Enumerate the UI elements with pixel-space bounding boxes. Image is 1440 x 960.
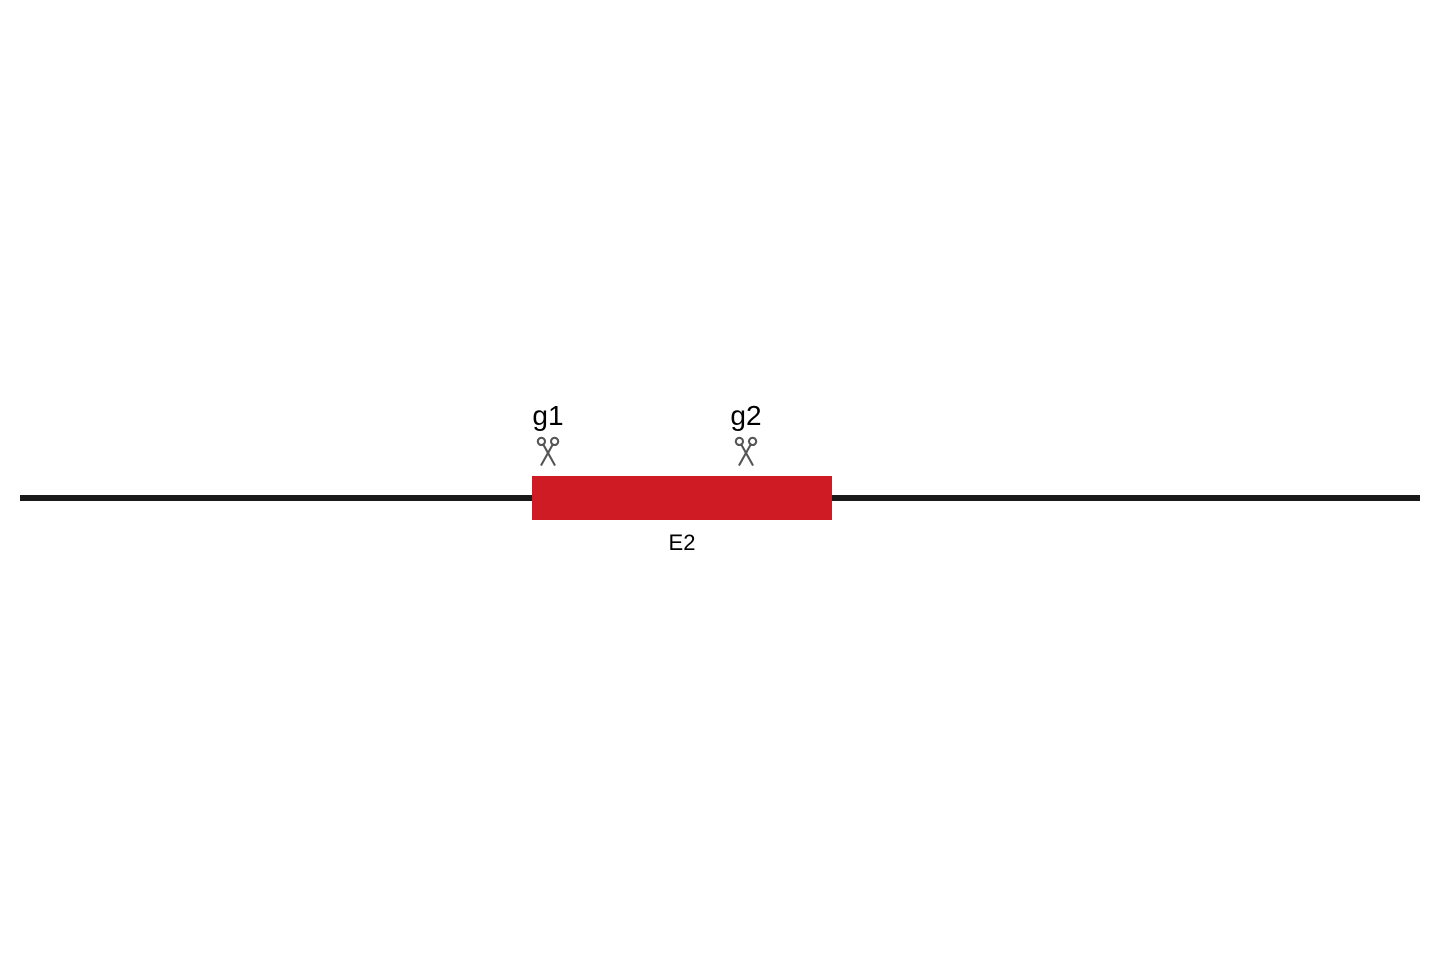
guide-label-g1: g1 bbox=[532, 400, 563, 432]
guide-label-g2: g2 bbox=[730, 400, 761, 432]
axis-right bbox=[832, 495, 1420, 501]
exon-label: E2 bbox=[669, 530, 696, 556]
scissors-icon bbox=[731, 436, 761, 471]
axis-left bbox=[20, 495, 532, 501]
scissors-icon bbox=[533, 436, 563, 471]
exon-box bbox=[532, 476, 832, 520]
gene-diagram: E2 g1 g2 bbox=[0, 0, 1440, 960]
